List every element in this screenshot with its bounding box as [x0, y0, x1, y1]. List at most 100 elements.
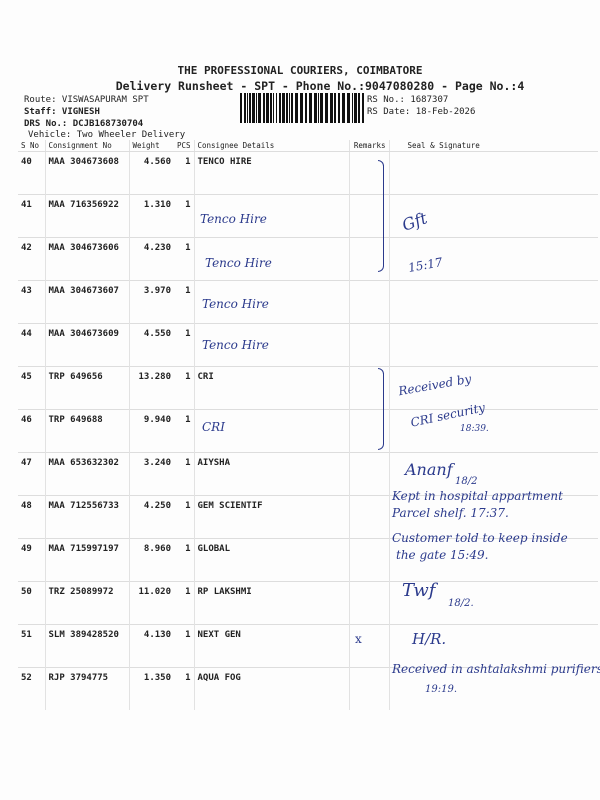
cell-signature: [388, 409, 598, 453]
cell-weight: 4.250: [128, 495, 174, 539]
col-sno: S No: [18, 140, 45, 152]
rs-date: RS Date: 18-Feb-2026: [367, 107, 476, 117]
cell-remarks: [348, 151, 389, 195]
cell-remarks: [348, 323, 389, 367]
handwritten-time: 19:19.: [425, 684, 457, 695]
handwritten-note: the gate 15:49.: [396, 548, 489, 562]
cell-weight: 4.130: [128, 624, 174, 668]
cell-weight: 1.350: [128, 667, 174, 710]
barcode-bar: [342, 93, 345, 123]
cell-signature: [388, 495, 598, 539]
brace-mark: [378, 368, 384, 450]
table-row: 47 MAA 653632302 3.240 1 AIYSHA: [18, 452, 598, 496]
signature: Ananf: [405, 460, 453, 479]
barcode-bar: [325, 93, 328, 123]
handwritten-consignee: Tenco Hire: [205, 256, 272, 270]
handwritten-note: H/R.: [412, 630, 447, 648]
cell-consignee: RP LAKSHMI: [193, 581, 349, 625]
cell-pcs: 1: [174, 237, 194, 281]
col-consignment: Consignment No: [44, 140, 129, 152]
table-row: 50 TRZ 25089972 11.020 1 RP LAKSHMI: [18, 581, 598, 625]
barcode-bar: [318, 93, 319, 123]
cell-signature: [388, 624, 598, 668]
table-row: 40 MAA 304673608 4.560 1 TENCO HIRE: [18, 151, 598, 195]
table-row: 42 MAA 304673606 4.230 1: [18, 237, 598, 281]
signature: Twf: [402, 580, 436, 601]
rs-number: RS No.: 1687307: [367, 95, 449, 105]
cell-consignment: MAA 712556733: [44, 495, 129, 539]
cell-pcs: 1: [174, 538, 194, 582]
barcode-bar: [263, 93, 265, 123]
handwritten-note: Customer told to keep inside: [392, 531, 568, 545]
col-pcs: PCS: [174, 140, 194, 152]
runsheet-subtitle: Delivery Runsheet - SPT - Phone No.:9047…: [115, 79, 525, 93]
cell-pcs: 1: [174, 409, 194, 453]
cell-weight: 11.020: [128, 581, 174, 625]
table-row: 48 MAA 712556733 4.250 1 GEM SCIENTIF: [18, 495, 598, 539]
cell-consignment: MAA 716356922: [44, 194, 129, 238]
cell-remarks: [348, 366, 389, 410]
cell-consignee: CRI: [193, 366, 349, 410]
cell-remarks: [348, 280, 389, 324]
table-row: 45 TRP 649656 13.280 1 CRI: [18, 366, 598, 410]
table-row: 46 TRP 649688 9.940 1: [18, 409, 598, 453]
barcode-bar: [286, 93, 288, 123]
barcode-bar: [249, 93, 251, 123]
cell-consignment: TRZ 25089972: [44, 581, 129, 625]
cell-consignment: MAA 304673609: [44, 323, 129, 367]
cell-consignment: MAA 715997197: [44, 538, 129, 582]
cell-consignee: [193, 323, 349, 367]
cell-consignee: [193, 280, 349, 324]
table-row: 41 MAA 716356922 1.310 1: [18, 194, 598, 238]
cell-consignment: TRP 649688: [44, 409, 129, 453]
cell-sno: 48: [18, 495, 45, 539]
cell-pcs: 1: [174, 495, 194, 539]
cell-weight: 3.240: [128, 452, 174, 496]
cell-pcs: 1: [174, 280, 194, 324]
table-row: 43 MAA 304673607 3.970 1: [18, 280, 598, 324]
cell-sno: 45: [18, 366, 45, 410]
cell-signature: [388, 667, 598, 710]
barcode-bar: [256, 93, 257, 123]
cell-consignment: MAA 304673606: [44, 237, 129, 281]
handwritten-date: 18/2: [455, 476, 478, 487]
remarks-x-mark: x: [355, 632, 362, 646]
cell-sno: 46: [18, 409, 45, 453]
company-title: THE PROFESSIONAL COURIERS, COIMBATORE: [177, 64, 423, 77]
barcode-bar: [347, 93, 350, 123]
cell-remarks: [348, 538, 389, 582]
cell-signature: [388, 538, 598, 582]
col-remarks: Remarks: [348, 140, 389, 152]
cell-remarks: [348, 581, 389, 625]
cell-weight: 3.970: [128, 280, 174, 324]
cell-pcs: 1: [174, 581, 194, 625]
cell-weight: 4.230: [128, 237, 174, 281]
cell-remarks: [348, 194, 389, 238]
barcode-bar: [300, 93, 303, 123]
cell-signature: [388, 323, 598, 367]
route: Route: VISWASAPURAM SPT: [24, 95, 149, 105]
handwritten-note: Received in ashtalakshmi purifiers: [392, 662, 600, 676]
cell-pcs: 1: [174, 452, 194, 496]
col-consignee: Consignee Details: [193, 140, 349, 152]
runsheet-table: S No Consignment No Weight PCS Consignee…: [18, 140, 598, 710]
cell-weight: 1.310: [128, 194, 174, 238]
cell-consignee: GEM SCIENTIF: [193, 495, 349, 539]
table-row: 52 RJP 3794775 1.350 1 AQUA FOG: [18, 667, 598, 710]
barcode-bar: [330, 93, 333, 123]
cell-weight: 13.280: [128, 366, 174, 410]
cell-sno: 49: [18, 538, 45, 582]
cell-remarks: [348, 667, 389, 710]
cell-sno: 41: [18, 194, 45, 238]
cell-pcs: 1: [174, 151, 194, 195]
cell-remarks: [348, 409, 389, 453]
cell-consignee: [193, 237, 349, 281]
barcode-bar: [352, 93, 353, 123]
cell-sno: 47: [18, 452, 45, 496]
barcode-bar: [309, 93, 312, 123]
cell-sno: 44: [18, 323, 45, 367]
handwritten-time: 18:39.: [460, 424, 489, 434]
cell-consignee: TENCO HIRE: [193, 151, 349, 195]
barcode-bar: [289, 93, 290, 123]
handwritten-date: 18/2.: [448, 598, 474, 609]
